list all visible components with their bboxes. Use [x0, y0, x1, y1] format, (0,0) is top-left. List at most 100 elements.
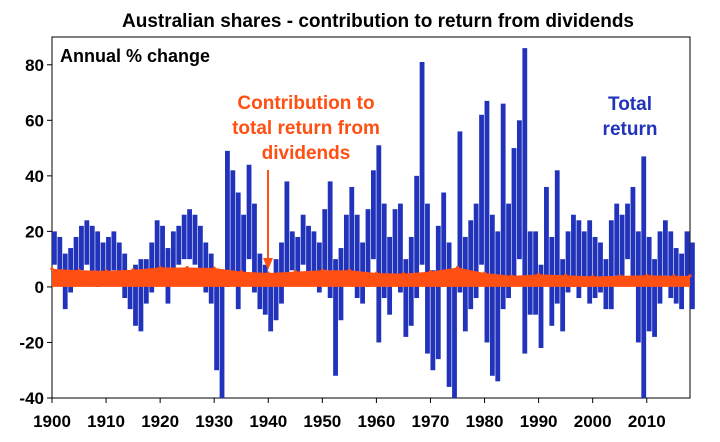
total-return-bar-1974 — [452, 275, 457, 398]
y-tick-label--20: -20 — [19, 333, 44, 352]
total-return-bar-1991 — [544, 186, 549, 276]
total-return-bar-2000 — [592, 236, 598, 299]
total-return-bar-1931 — [219, 270, 225, 398]
total-return-bar-1944 — [289, 231, 295, 271]
total-return-bar-1916 — [138, 259, 144, 332]
dividends-point-1940 — [266, 271, 270, 275]
total-return-bar-1923 — [176, 225, 182, 265]
dividends-point-1945 — [293, 270, 297, 274]
total-return-bar-1961 — [381, 203, 387, 299]
total-return-bar-1905 — [79, 225, 84, 271]
dividends-point-1960 — [374, 271, 379, 275]
total-return-bar-1939 — [262, 264, 268, 315]
annotation-arrowhead — [263, 258, 273, 270]
x-tick-label-1910: 1910 — [87, 412, 125, 431]
dividends-point-1975 — [455, 265, 460, 270]
annotation-dividends-line: total return from — [232, 118, 380, 139]
y-axis-label: Annual % change — [60, 46, 210, 66]
total-return-bar-1971 — [435, 225, 441, 360]
total-return-bar-1943 — [284, 181, 290, 276]
y-tick-label-60: 60 — [25, 111, 44, 130]
total-return-bar-1998 — [581, 231, 587, 287]
total-return-bar-1964 — [398, 203, 403, 293]
total-return-bar-2017 — [684, 231, 690, 282]
x-tick-label-1930: 1930 — [195, 412, 233, 431]
dividends-point-1905 — [77, 268, 81, 272]
total-return-bar-1933 — [230, 170, 236, 282]
total-return-bar-2014 — [668, 231, 674, 299]
x-tick-label-1990: 1990 — [520, 412, 558, 431]
total-return-bar-1955 — [349, 186, 355, 276]
total-return-bar-1936 — [246, 164, 252, 260]
total-return-bar-1997 — [576, 220, 582, 299]
chart-title: Australian shares - contribution to retu… — [122, 11, 634, 32]
annotation-total-return: Total return — [603, 94, 658, 140]
y-tick-label--40: -40 — [19, 389, 44, 408]
annotation-total-line: Total — [608, 94, 652, 115]
x-tick-label-1960: 1960 — [357, 412, 395, 431]
total-return-bar-1954 — [343, 214, 349, 276]
dividends-point-2010 — [645, 273, 649, 277]
dividends-point-1955 — [347, 268, 351, 272]
total-return-bar-1985 — [511, 148, 517, 276]
annotation-dividends: Contribution to total return from dividend… — [232, 93, 380, 164]
x-tick-label-1920: 1920 — [141, 412, 179, 431]
total-return-bar-1940 — [268, 275, 274, 332]
total-return-bar-1995 — [565, 231, 571, 293]
total-return-bar-2006 — [625, 203, 630, 260]
total-return-bar-1980 — [484, 100, 490, 343]
total-return-bar-1965 — [403, 259, 409, 337]
y-tick-label-20: 20 — [25, 222, 44, 241]
total-return-bar-1946 — [300, 214, 306, 265]
total-return-bar-1912 — [116, 242, 122, 282]
total-return-bar-1915 — [133, 264, 138, 326]
total-return-bar-1932 — [225, 150, 230, 287]
total-return-bar-1987 — [522, 48, 528, 354]
total-return-bar-1970 — [430, 270, 436, 371]
total-return-bar-1960 — [376, 145, 382, 343]
total-return-bar-1978 — [473, 203, 479, 299]
annotation-dividends-line: dividends — [262, 143, 351, 164]
dividends-area — [52, 267, 690, 287]
total-return-bar-1967 — [414, 175, 420, 299]
total-return-bar-1993 — [554, 170, 560, 304]
total-return-bar-2012 — [657, 231, 663, 304]
total-return-bar-1910 — [106, 236, 111, 276]
total-return-bar-1988 — [527, 231, 533, 315]
dividends-point-2018 — [688, 274, 692, 278]
x-tick-label-1950: 1950 — [303, 412, 341, 431]
total-return-bar-1928 — [203, 242, 209, 293]
dividends-point-1910 — [104, 269, 108, 273]
dividends-point-1915 — [131, 268, 135, 272]
total-return-bar-2007 — [630, 186, 636, 276]
total-return-bar-1972 — [441, 192, 447, 287]
dividends-point-1950 — [320, 268, 324, 272]
total-return-bar-2001 — [598, 242, 603, 293]
x-tick-label-2000: 2000 — [574, 412, 612, 431]
dividends-point-1930 — [212, 266, 216, 270]
total-return-bar-1996 — [571, 214, 576, 287]
total-return-bar-1935 — [241, 214, 247, 276]
total-return-bar-2011 — [652, 259, 657, 337]
total-return-bar-1924 — [181, 214, 187, 260]
total-return-bar-1908 — [95, 231, 101, 287]
x-tick-label-1980: 1980 — [466, 412, 504, 431]
total-return-bar-1968 — [419, 61, 425, 265]
total-return-bar-1920 — [160, 225, 165, 282]
total-return-bar-1973 — [446, 242, 452, 387]
total-return-bar-1909 — [100, 242, 106, 282]
dividends-point-1900 — [50, 267, 54, 271]
total-return-bar-2013 — [662, 220, 668, 276]
total-return-bar-2003 — [608, 220, 614, 310]
total-return-bar-1925 — [187, 209, 192, 260]
dividends-point-1925 — [185, 265, 189, 270]
total-return-bar-1977 — [468, 220, 474, 310]
dividends-point-2005 — [618, 274, 622, 278]
total-return-bar-1999 — [587, 220, 593, 304]
x-tick-label-1970: 1970 — [412, 412, 450, 431]
total-return-bar-2018 — [690, 242, 695, 310]
x-tick-label-1940: 1940 — [249, 412, 287, 431]
total-return-bar-1958 — [365, 209, 371, 287]
total-return-bar-1948 — [311, 231, 317, 282]
total-return-bar-1907 — [89, 225, 95, 276]
